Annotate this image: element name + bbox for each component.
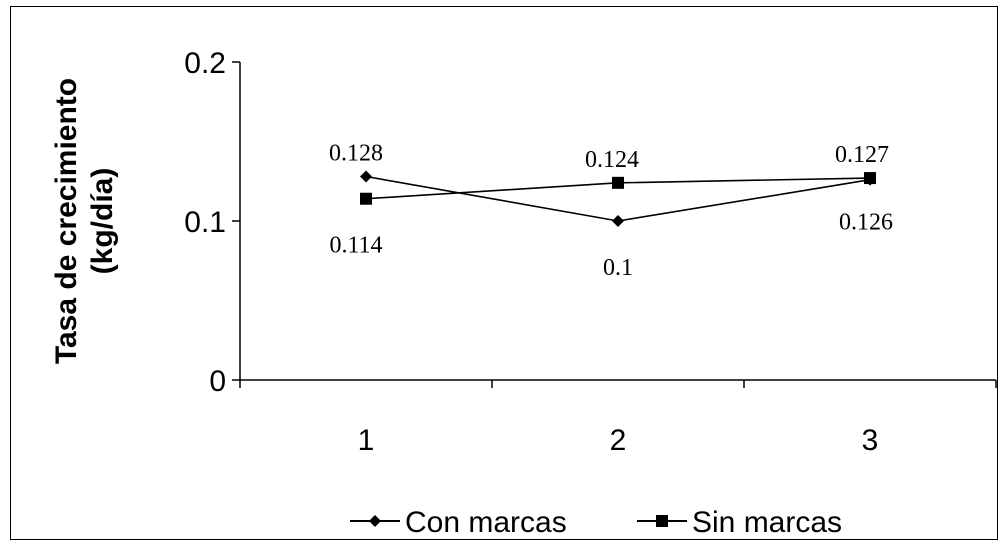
series-layer	[360, 170, 876, 227]
y-tick-label: 0.1	[184, 206, 226, 239]
data-point-con-marcas	[360, 170, 372, 183]
data-point-con-marcas	[612, 215, 624, 227]
y-axis-title: Tasa de crecimiento (kg/día)	[50, 78, 119, 364]
data-label-sin-marcas: 0.114	[329, 233, 382, 259]
data-point-sin-marcas	[864, 172, 876, 185]
y-tick-label: 0.2	[184, 47, 226, 80]
legend-square-icon	[656, 515, 668, 527]
y-tick-label: 0	[209, 365, 226, 398]
x-ticks: 1 2 3	[239, 380, 997, 457]
data-label-sin-marcas: 0.124	[585, 147, 639, 173]
legend-label-con-marcas: Con marcas	[405, 506, 567, 539]
chart-frame	[10, 6, 998, 540]
data-point-sin-marcas	[360, 192, 372, 205]
data-label-sin-marcas: 0.127	[835, 142, 889, 168]
data-point-sin-marcas	[612, 176, 624, 189]
y-ticks: 0 0.1 0.2	[184, 47, 240, 398]
data-label-con-marcas: 0.128	[329, 140, 383, 166]
data-label-con-marcas: 0.126	[839, 210, 893, 236]
legend: Con marcas Sin marcas	[350, 506, 842, 539]
y-axis-title-line-2: (kg/día)	[86, 168, 119, 275]
legend-label-sin-marcas: Sin marcas	[692, 506, 842, 539]
data-label-con-marcas: 0.1	[603, 255, 633, 281]
x-tick-label: 2	[610, 424, 627, 457]
data-labels: 0.128 0.1 0.126 0.114 0.124 0.127	[329, 140, 893, 281]
x-tick-label: 3	[862, 424, 879, 457]
legend-diamond-icon	[369, 515, 381, 527]
y-axis-title-line-1: Tasa de crecimiento	[50, 78, 83, 364]
x-tick-label: 1	[358, 424, 375, 457]
